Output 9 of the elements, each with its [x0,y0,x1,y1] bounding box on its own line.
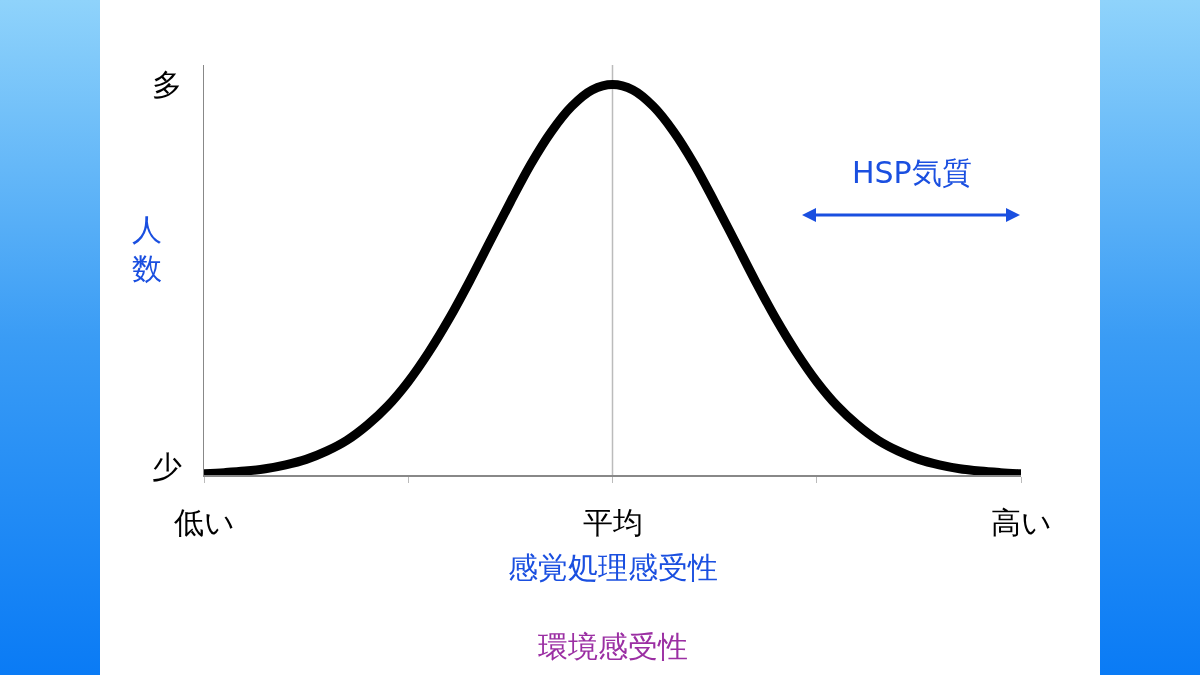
x-axis-title: 感覚処理感受性 [507,549,718,585]
x-tick-label: 低い [173,504,235,540]
y-axis-title: 人数 [132,212,162,286]
text: 環境感受性 [538,629,688,664]
x-tick-label: 高い [990,504,1052,540]
text: 多 [152,67,182,102]
text: 少 [152,449,182,484]
annotation: HSP気質 [852,155,972,190]
x-tick-label: 平均 [582,504,643,540]
